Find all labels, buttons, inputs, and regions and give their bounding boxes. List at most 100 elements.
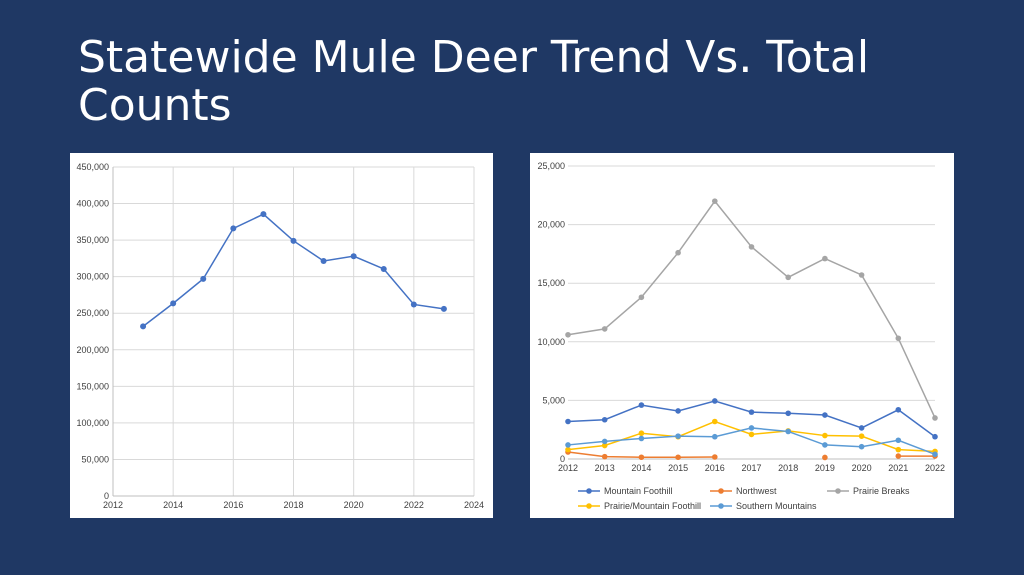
x-tick-label: 2021 xyxy=(888,463,908,473)
series-line xyxy=(567,400,936,438)
legend-marker xyxy=(718,488,724,494)
data-point xyxy=(932,433,938,440)
series-line xyxy=(567,199,936,419)
data-point xyxy=(785,274,791,281)
y-tick-label: 15,000 xyxy=(537,278,565,288)
data-point xyxy=(565,418,571,425)
y-tick-label: 5,000 xyxy=(542,395,565,405)
data-point xyxy=(410,301,417,308)
total-counts-chart: 0 50,000 100,000 150,000 200,000 250,000 300,0… xyxy=(76,162,484,510)
data-point xyxy=(858,433,865,439)
y-tick-label: 100,000 xyxy=(76,418,109,428)
data-point xyxy=(170,300,177,307)
data-point xyxy=(895,335,902,342)
data-point xyxy=(675,433,681,439)
x-tick-label: 2014 xyxy=(163,500,183,510)
y-tick-label: 25,000 xyxy=(537,161,565,171)
data-point xyxy=(140,323,147,330)
legend-marker xyxy=(586,503,592,509)
data-point xyxy=(712,454,718,460)
y-tick-label: 250,000 xyxy=(76,308,109,318)
y-tick-label: 300,000 xyxy=(76,272,109,282)
x-tick-label: 2022 xyxy=(925,463,945,473)
data-point xyxy=(638,435,645,442)
legend-label: Prairie/Mountain Foothill xyxy=(604,501,701,511)
data-point xyxy=(895,446,902,453)
data-point xyxy=(822,454,828,461)
data-point xyxy=(601,442,608,449)
data-point xyxy=(638,430,645,437)
x-tick-label: 2018 xyxy=(283,500,303,510)
data-point xyxy=(565,442,571,448)
legend-label: Southern Mountains xyxy=(736,501,817,511)
trend-by-region-chart-panel: 0 5,000 10,000 15,000 20,000 25,000 2012 2013 20… xyxy=(530,153,954,518)
data-point xyxy=(858,272,865,278)
data-point xyxy=(785,410,791,417)
data-point xyxy=(230,225,237,232)
y-tick-label: 10,000 xyxy=(537,337,565,347)
y-tick-label: 20,000 xyxy=(537,220,565,230)
x-tick-label: 2016 xyxy=(705,463,725,473)
data-point xyxy=(440,305,447,312)
legend-label: Prairie Breaks xyxy=(853,486,910,496)
y-tick-label: 50,000 xyxy=(81,454,109,464)
x-tick-label: 2019 xyxy=(815,463,835,473)
data-point xyxy=(748,425,755,431)
y-tick-label: 350,000 xyxy=(76,235,109,245)
x-tick-label: 2014 xyxy=(631,463,651,473)
x-tick-label: 2024 xyxy=(464,500,484,510)
data-point xyxy=(601,326,608,332)
data-point xyxy=(601,416,608,423)
x-tick-label: 2012 xyxy=(558,463,578,473)
y-tick-label: 400,000 xyxy=(76,199,109,209)
y-tick-label: 450,000 xyxy=(76,162,109,172)
data-point xyxy=(858,425,865,431)
data-point xyxy=(350,253,357,260)
data-point xyxy=(260,211,267,218)
data-point xyxy=(290,237,297,244)
y-tick-label: 0 xyxy=(560,454,565,464)
legend-label: Mountain Foothill xyxy=(604,486,673,496)
data-point xyxy=(675,408,681,414)
data-point xyxy=(822,412,828,418)
data-point xyxy=(822,442,828,448)
legend-marker xyxy=(718,503,724,509)
data-point xyxy=(675,454,681,461)
legend-marker xyxy=(835,488,841,494)
data-point xyxy=(858,443,865,450)
y-tick-label: 200,000 xyxy=(76,345,109,355)
x-tick-label: 2013 xyxy=(595,463,615,473)
data-point xyxy=(601,438,608,445)
data-point xyxy=(785,428,791,435)
data-point xyxy=(638,294,645,301)
total-counts-chart-panel: 0 50,000 100,000 150,000 200,000 250,000 300,0… xyxy=(70,153,493,518)
data-point xyxy=(748,244,755,250)
x-tick-label: 2020 xyxy=(852,463,872,473)
data-point xyxy=(895,453,902,459)
data-point xyxy=(200,275,207,282)
data-point xyxy=(675,249,681,256)
data-point xyxy=(712,433,718,440)
data-point xyxy=(565,331,571,338)
data-point xyxy=(895,406,902,413)
data-point xyxy=(932,415,938,421)
legend-label: Northwest xyxy=(736,486,777,496)
data-point xyxy=(601,453,608,460)
x-tick-label: 2020 xyxy=(344,500,364,510)
x-tick-label: 2017 xyxy=(741,463,761,473)
data-point xyxy=(932,451,938,458)
y-tick-label: 0 xyxy=(104,491,109,501)
data-point xyxy=(748,431,755,438)
x-tick-label: 2022 xyxy=(404,500,424,510)
data-point xyxy=(320,257,327,264)
data-point xyxy=(822,255,828,262)
data-point xyxy=(638,402,645,408)
data-point xyxy=(748,409,755,415)
x-tick-label: 2015 xyxy=(668,463,688,473)
data-point xyxy=(638,454,645,461)
y-tick-label: 150,000 xyxy=(76,381,109,391)
data-point xyxy=(895,437,902,444)
data-point xyxy=(822,432,828,439)
x-tick-label: 2012 xyxy=(103,500,123,510)
data-point xyxy=(712,198,718,204)
